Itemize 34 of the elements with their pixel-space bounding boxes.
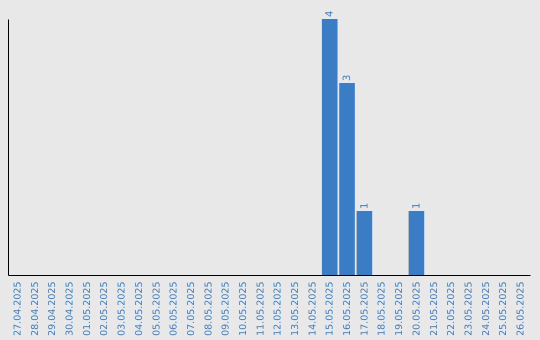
x-tick-label: 06.05.2025 xyxy=(168,282,180,336)
x-tick-label: 16.05.2025 xyxy=(342,282,354,336)
x-tick-label: 22.05.2025 xyxy=(446,282,458,336)
x-tick-label: 20.05.2025 xyxy=(411,282,422,336)
data-label: 1 xyxy=(359,202,370,209)
x-tick-label: 12.05.2025 xyxy=(272,282,284,336)
x-tick-label: 19.05.2025 xyxy=(394,282,406,336)
x-tick-label: 29.04.2025 xyxy=(47,282,58,336)
x-tick-label: 03.05.2025 xyxy=(116,282,128,336)
x-tick-label: 05.05.2025 xyxy=(151,282,162,336)
x-tick-label: 27.04.2025 xyxy=(12,282,24,336)
data-label: 4 xyxy=(324,10,336,17)
x-tick-label: 11.05.2025 xyxy=(255,282,266,336)
x-tick-label: 21.05.2025 xyxy=(428,282,440,336)
x-tick-label: 26.05.2025 xyxy=(515,282,526,336)
x-tick-label: 02.05.2025 xyxy=(99,282,110,336)
x-tick-label: 23.05.2025 xyxy=(463,282,474,336)
x-tick-label: 28.04.2025 xyxy=(30,282,41,336)
x-tick-label: 13.05.2025 xyxy=(290,282,302,336)
x-tick-label: 10.05.2025 xyxy=(238,282,249,336)
x-tick-label: 17.05.2025 xyxy=(359,282,370,336)
x-tick-label: 30.04.2025 xyxy=(64,282,76,336)
data-label: 3 xyxy=(342,74,354,81)
x-tick-label: 25.05.2025 xyxy=(498,282,510,336)
x-tick-label: 01.05.2025 xyxy=(82,282,93,336)
x-tick-label: 14.05.2025 xyxy=(307,282,318,336)
x-tick-label: 09.05.2025 xyxy=(220,282,232,336)
x-tick-label: 07.05.2025 xyxy=(186,282,197,336)
data-label: 1 xyxy=(411,202,422,209)
x-tick-label: 24.05.2025 xyxy=(480,282,492,336)
x-tick-label: 08.05.2025 xyxy=(203,282,214,336)
x-tick-label: 15.05.2025 xyxy=(324,282,336,336)
x-tick-label: 18.05.2025 xyxy=(376,282,388,336)
x-tick-label: 04.05.2025 xyxy=(134,282,145,336)
